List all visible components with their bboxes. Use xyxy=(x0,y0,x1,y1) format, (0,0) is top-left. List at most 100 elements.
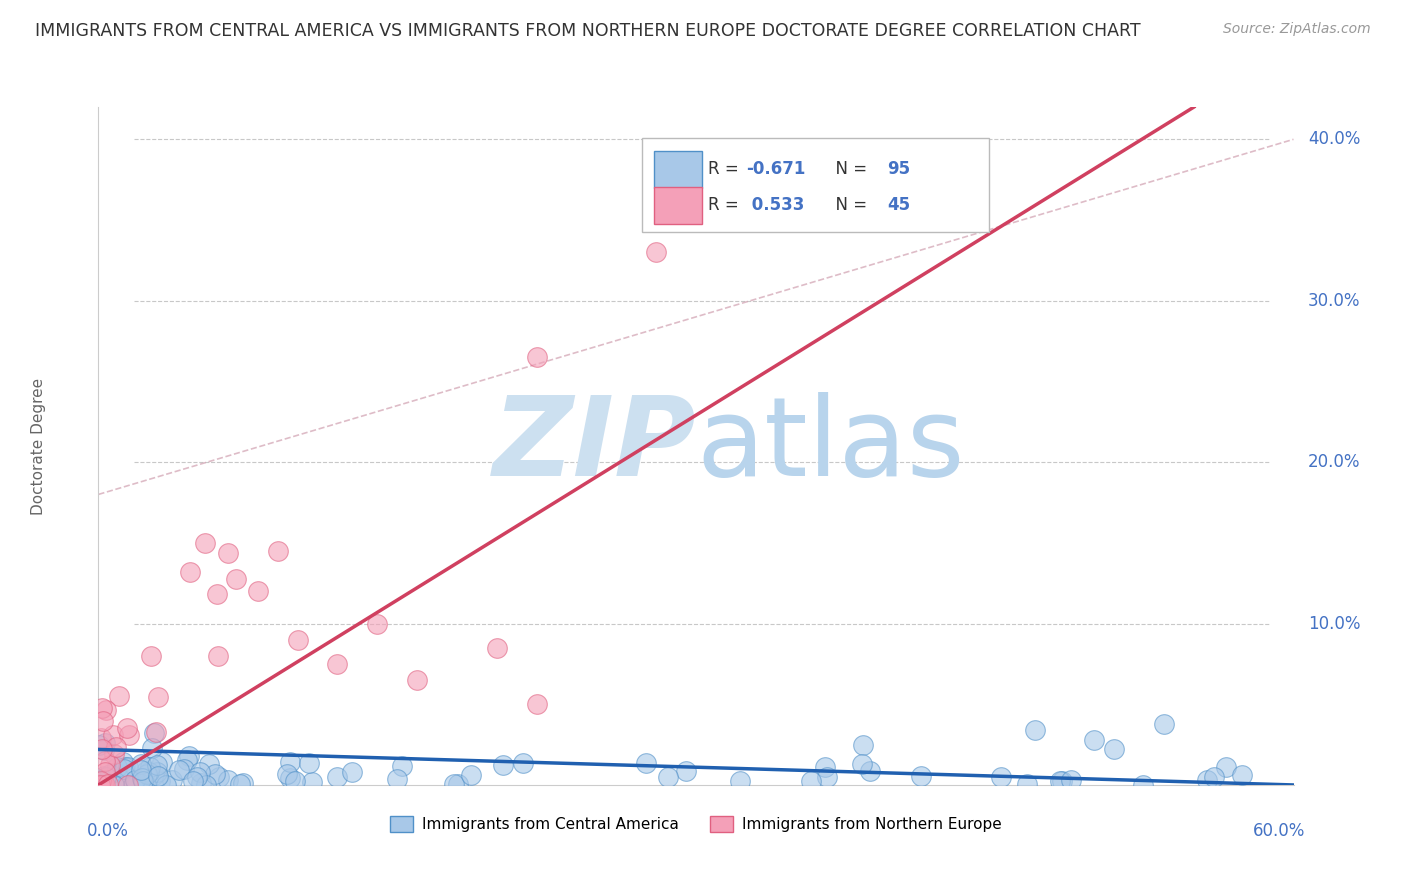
Point xyxy=(526,698,548,712)
Text: 95: 95 xyxy=(887,161,910,178)
Text: N =: N = xyxy=(825,161,872,178)
Point xyxy=(103,747,125,761)
Point xyxy=(108,690,131,704)
FancyBboxPatch shape xyxy=(643,137,988,233)
Text: R =: R = xyxy=(709,196,744,214)
Point xyxy=(155,778,177,792)
Point xyxy=(98,757,121,772)
Text: 40.0%: 40.0% xyxy=(1308,130,1360,148)
Text: 0.0%: 0.0% xyxy=(87,822,128,840)
Point xyxy=(160,772,183,787)
Point xyxy=(225,572,247,586)
Point xyxy=(129,763,152,777)
Point xyxy=(1132,778,1154,792)
Point xyxy=(1153,716,1175,731)
Point xyxy=(132,773,155,788)
Point xyxy=(115,721,138,735)
Point xyxy=(194,535,217,549)
Point xyxy=(136,767,159,781)
Point xyxy=(385,772,408,786)
Point xyxy=(112,762,135,776)
Point xyxy=(1215,760,1237,774)
FancyBboxPatch shape xyxy=(654,151,702,188)
Point xyxy=(232,776,254,790)
Point xyxy=(124,773,146,788)
Point xyxy=(326,657,349,671)
Point xyxy=(142,768,165,782)
Point xyxy=(177,749,200,764)
FancyBboxPatch shape xyxy=(654,187,702,224)
Text: ZIP: ZIP xyxy=(492,392,696,500)
Point xyxy=(122,778,145,792)
Point xyxy=(204,767,226,781)
Point xyxy=(101,728,124,742)
Point xyxy=(406,673,429,687)
Point xyxy=(208,770,231,784)
Point xyxy=(139,760,162,774)
Text: 0.533: 0.533 xyxy=(747,196,804,214)
Point xyxy=(117,760,139,774)
Point xyxy=(93,742,115,756)
Point xyxy=(391,759,413,773)
Point xyxy=(93,769,115,783)
Point xyxy=(287,632,309,647)
Point xyxy=(94,754,117,768)
Point xyxy=(1049,774,1071,789)
Legend: Immigrants from Central America, Immigrants from Northern Europe: Immigrants from Central America, Immigra… xyxy=(384,810,1008,838)
Point xyxy=(198,757,221,772)
Point xyxy=(117,727,139,741)
Point xyxy=(1083,732,1105,747)
Point xyxy=(135,764,157,778)
Point xyxy=(124,778,146,792)
Point xyxy=(103,778,125,792)
Point xyxy=(205,587,228,601)
Text: 30.0%: 30.0% xyxy=(1308,292,1361,310)
Point xyxy=(301,774,323,789)
Point xyxy=(188,765,211,780)
Point xyxy=(141,740,163,755)
Point xyxy=(145,725,167,739)
Point xyxy=(278,772,301,786)
Point xyxy=(276,767,298,781)
Point xyxy=(460,768,482,782)
Point xyxy=(1202,770,1225,784)
Point xyxy=(512,756,534,770)
Point xyxy=(107,778,129,792)
Point xyxy=(108,771,131,785)
Text: 60.0%: 60.0% xyxy=(1253,822,1306,840)
Point xyxy=(657,770,679,784)
Point xyxy=(105,740,128,755)
Point xyxy=(267,544,290,558)
Point xyxy=(173,762,195,776)
Point xyxy=(94,764,117,779)
Point xyxy=(851,756,873,771)
Point xyxy=(93,714,115,729)
Point xyxy=(97,777,120,791)
Point xyxy=(340,765,363,780)
Point xyxy=(800,773,823,788)
Point xyxy=(125,778,148,792)
Point xyxy=(94,770,117,784)
Point xyxy=(190,776,212,790)
Point xyxy=(675,764,697,779)
Point xyxy=(124,773,146,788)
Point xyxy=(814,760,837,774)
Point xyxy=(297,756,319,771)
Point xyxy=(246,584,269,599)
Text: atlas: atlas xyxy=(696,392,965,500)
Point xyxy=(146,757,169,772)
Point xyxy=(91,701,114,715)
Point xyxy=(195,778,218,792)
Point xyxy=(636,756,658,771)
Point xyxy=(1195,772,1218,787)
Point xyxy=(98,766,121,780)
Point xyxy=(117,778,139,792)
Point xyxy=(134,775,156,789)
Point xyxy=(167,763,190,777)
Point xyxy=(990,771,1012,785)
Point xyxy=(217,546,239,560)
Text: 10.0%: 10.0% xyxy=(1308,615,1361,632)
Point xyxy=(93,778,115,792)
Point xyxy=(1052,774,1074,789)
Point xyxy=(149,773,172,788)
